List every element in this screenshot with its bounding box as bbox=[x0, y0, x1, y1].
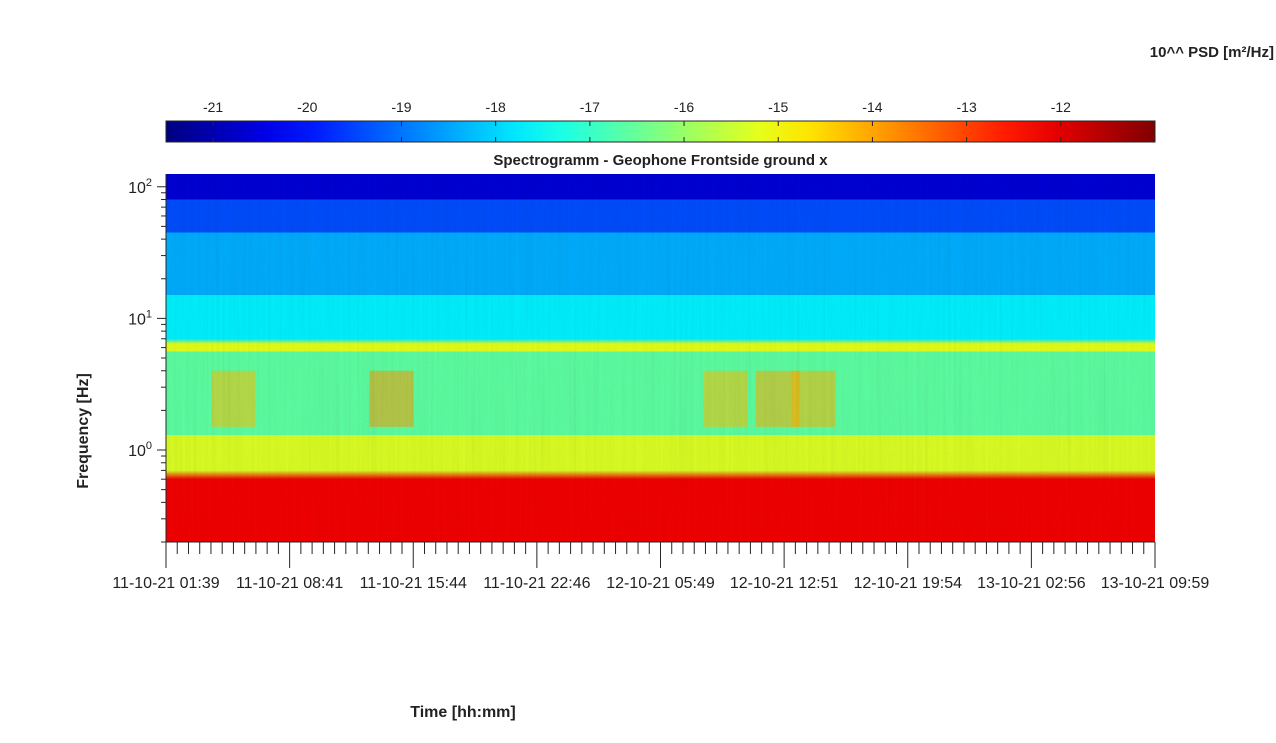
x-tick-label: 12-10-21 12:51 bbox=[730, 575, 839, 592]
x-tick-label: 12-10-21 05:49 bbox=[606, 575, 715, 592]
colorbar-tick-label: -16 bbox=[674, 99, 694, 115]
colorbar-tick-label: -14 bbox=[862, 99, 882, 115]
x-tick-label: 13-10-21 02:56 bbox=[977, 575, 1086, 592]
x-axis-label: Time [hh:mm] bbox=[410, 704, 515, 721]
y-tick-base: 10 bbox=[128, 443, 146, 460]
colorbar-tick-label: -13 bbox=[957, 99, 977, 115]
y-tick-exponent: 2 bbox=[146, 177, 152, 189]
x-tick-label: 11-10-21 08:41 bbox=[236, 575, 343, 592]
x-tick-label: 11-10-21 15:44 bbox=[360, 575, 467, 592]
y-tick-exponent: 0 bbox=[146, 440, 152, 452]
x-tick-label: 11-10-21 01:39 bbox=[112, 575, 219, 592]
colorbar-tick-label: -15 bbox=[768, 99, 788, 115]
colorbar-tick-label: -12 bbox=[1051, 99, 1071, 115]
y-tick-label: 100 bbox=[128, 440, 152, 460]
colorbar-label: 10^^ PSD [m²/Hz] bbox=[1150, 44, 1274, 61]
colorbar: 10^^ PSD [m²/Hz] -21 -20 -19 -18 -17 -16 -15 -1… bbox=[165, 44, 1274, 143]
spectrogram-plot-area bbox=[166, 174, 1155, 542]
colorbar-ticks: -21 -20 -19 -18 -17 -16 -15 -14 -13 -12 bbox=[203, 99, 1071, 142]
colorbar-scale bbox=[165, 120, 1156, 143]
y-tick-exponent: 1 bbox=[146, 308, 152, 320]
colorbar-tick-label: -18 bbox=[486, 99, 506, 115]
y-axis-label: Frequency [Hz] bbox=[75, 373, 92, 489]
y-tick-label: 101 bbox=[128, 308, 152, 328]
y-tick-base: 10 bbox=[128, 180, 146, 197]
x-tick-label: 12-10-21 19:54 bbox=[853, 575, 962, 592]
colorbar-tick-label: -21 bbox=[203, 99, 223, 115]
x-tick-label: 13-10-21 09:59 bbox=[1101, 575, 1210, 592]
spectrogram-noise-texture bbox=[166, 174, 1155, 542]
colorbar-tick-label: -17 bbox=[580, 99, 600, 115]
chart-title: Spectrogramm - Geophone Frontside ground… bbox=[493, 152, 828, 169]
colorbar-tick-label: -19 bbox=[391, 99, 411, 115]
x-tick-label: 11-10-21 22:46 bbox=[483, 575, 590, 592]
x-axis: 11-10-21 01:39 11-10-21 08:41 11-10-21 15:… bbox=[112, 541, 1210, 592]
y-tick-base: 10 bbox=[128, 311, 146, 328]
colorbar-tick-label: -20 bbox=[297, 99, 317, 115]
y-tick-label: 102 bbox=[128, 177, 152, 197]
